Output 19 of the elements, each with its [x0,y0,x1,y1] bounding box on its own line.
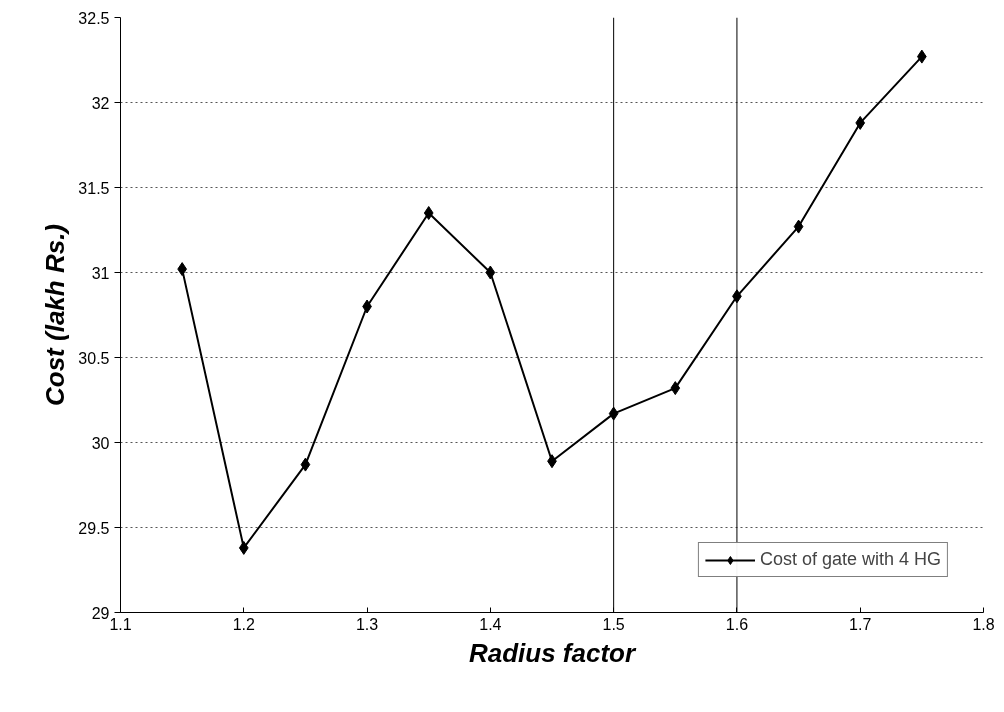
y-axis-title: Cost (lakh Rs.) [40,223,71,407]
y-tick-label: 31 [91,264,110,282]
x-axis-title: Radius factor [468,637,637,668]
x-tick-label: 1.6 [725,615,749,633]
x-tick-label: 1.1 [109,615,132,633]
x-tick-label: 1.8 [972,615,995,633]
y-tick-label: 29 [91,604,110,622]
y-tick-label: 29.5 [78,519,110,537]
y-tick-label: 31.5 [78,179,110,197]
y-tick-label: 32 [91,94,110,112]
x-tick-label: 1.7 [849,615,872,633]
y-tick-label: 30.5 [78,349,110,367]
x-tick-label: 1.5 [602,615,625,633]
legend-label: Cost of gate with 4 HG [759,549,941,570]
x-tick-label: 1.2 [232,615,256,633]
y-tick-label: 30 [91,434,110,452]
x-tick-label: 1.3 [355,615,379,633]
y-tick-label: 32.5 [78,9,110,27]
x-tick-label: 1.4 [479,615,502,633]
